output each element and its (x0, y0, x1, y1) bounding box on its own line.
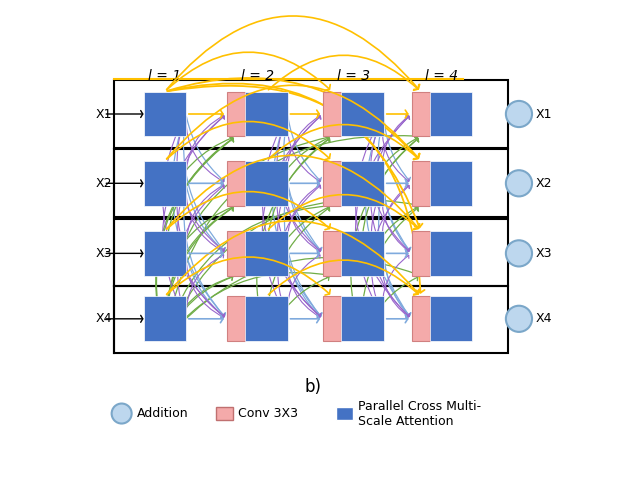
Text: Parallel Cross Multi-
Scale Attention: Parallel Cross Multi- Scale Attention (358, 400, 481, 427)
Bar (342, 92, 384, 136)
Bar (430, 231, 472, 276)
Bar (114, 219, 508, 286)
Bar (323, 297, 342, 341)
Bar (143, 297, 186, 341)
Text: b): b) (304, 378, 321, 396)
Circle shape (506, 240, 532, 266)
Bar (245, 231, 287, 276)
Bar (323, 231, 342, 276)
Text: Conv 3X3: Conv 3X3 (238, 407, 298, 420)
Bar (342, 231, 384, 276)
Text: X1: X1 (535, 107, 552, 121)
Circle shape (506, 101, 532, 127)
Text: X3: X3 (95, 247, 112, 260)
Bar (412, 231, 430, 276)
Bar (430, 92, 472, 136)
Bar (114, 285, 508, 353)
Bar (114, 80, 508, 148)
Circle shape (111, 404, 132, 424)
Text: X4: X4 (535, 312, 552, 325)
Text: X2: X2 (95, 177, 112, 190)
Bar (114, 149, 508, 217)
Text: X2: X2 (535, 177, 552, 190)
Text: X1: X1 (95, 107, 112, 121)
Bar (412, 297, 430, 341)
Text: l = 4: l = 4 (426, 69, 458, 83)
Text: l = 1: l = 1 (148, 69, 181, 83)
Text: X4: X4 (95, 312, 112, 325)
Bar (245, 92, 287, 136)
Bar (342, 161, 384, 205)
Bar (143, 231, 186, 276)
Bar (430, 161, 472, 205)
Bar (336, 407, 353, 421)
Text: l = 3: l = 3 (337, 69, 370, 83)
Bar (412, 92, 430, 136)
Bar (227, 161, 245, 205)
Bar (412, 161, 430, 205)
Text: X3: X3 (535, 247, 552, 260)
Bar (216, 407, 234, 421)
Bar (323, 92, 342, 136)
Bar (342, 297, 384, 341)
Text: Addition: Addition (137, 407, 189, 420)
Bar (245, 297, 287, 341)
Bar (430, 297, 472, 341)
Bar (227, 231, 245, 276)
Bar (143, 92, 186, 136)
Bar (143, 161, 186, 205)
Bar (227, 297, 245, 341)
Circle shape (506, 305, 532, 332)
Bar (227, 92, 245, 136)
Bar (323, 161, 342, 205)
Circle shape (506, 170, 532, 196)
Text: l = 2: l = 2 (241, 69, 274, 83)
Bar (245, 161, 287, 205)
